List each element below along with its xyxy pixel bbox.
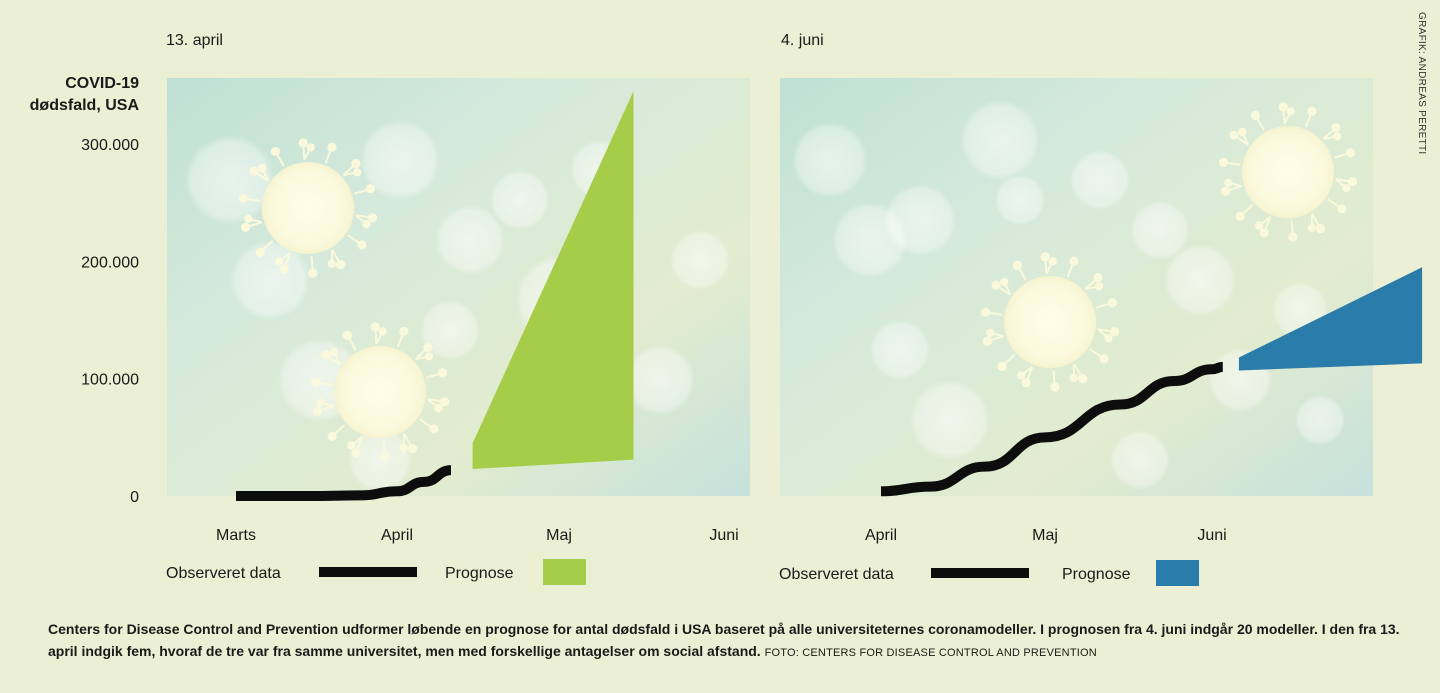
chart-june-marks <box>880 267 1423 497</box>
chart-april-marks <box>236 91 634 502</box>
x-tick-label: Marts <box>216 527 256 544</box>
bokeh-circle <box>960 100 1040 180</box>
y-axis-ticks: 0 100.000 200.000 300.000 <box>81 137 139 506</box>
bokeh-circle <box>625 345 695 415</box>
y-tick-label: 200.000 <box>81 254 139 271</box>
bokeh-circle <box>230 240 310 320</box>
y-tick-label: 0 <box>130 489 139 506</box>
bokeh-circle <box>1164 244 1236 316</box>
bokeh-circle <box>185 135 275 225</box>
legend-observed-swatch <box>931 568 1029 578</box>
forecast-band <box>1238 267 1423 371</box>
bokeh-circle <box>1070 150 1130 210</box>
bokeh-circle <box>884 184 956 256</box>
bokeh-circle <box>420 300 480 360</box>
legend-forecast-label: Prognose <box>445 565 514 582</box>
x-tick-label: Maj <box>1032 527 1058 544</box>
legend-april: Observeret data Prognose <box>166 559 586 585</box>
x-tick-label: April <box>381 527 413 544</box>
legend-forecast-label: Prognose <box>1062 566 1131 583</box>
bokeh-circle <box>360 120 440 200</box>
bokeh-circle <box>1295 395 1345 445</box>
graphic-credit: GRAFIK: ANDREAS PERETTI <box>1416 12 1427 155</box>
bokeh-circle <box>490 170 550 230</box>
y-axis-title-line2: dødsfald, USA <box>29 97 139 114</box>
bokeh-circle <box>670 230 730 290</box>
legend-june: Observeret data Prognose <box>779 560 1199 586</box>
x-tick-label: Juni <box>1197 527 1226 544</box>
caption-text: Centers for Disease Control and Preventi… <box>48 621 1400 659</box>
y-axis-title: COVID-19 dødsfald, USA <box>20 73 139 117</box>
virus-illustration <box>310 322 450 462</box>
observed-data-line <box>880 361 1224 497</box>
legend-observed-label: Observeret data <box>779 566 894 583</box>
bokeh-circle <box>995 175 1045 225</box>
bokeh-circle <box>1130 200 1190 260</box>
x-tick-label: Juni <box>709 527 738 544</box>
bokeh-circle <box>870 320 930 380</box>
observed-data-line <box>236 465 452 502</box>
legend-observed-swatch <box>319 567 417 577</box>
y-tick-label: 300.000 <box>81 137 139 154</box>
x-tick-label: Maj <box>546 527 572 544</box>
caption-source: FOTO: CENTERS FOR DISEASE CONTROL AND PR… <box>764 647 1097 659</box>
virus-illustration <box>1218 102 1358 242</box>
panel-june-illustration <box>792 100 1358 490</box>
bokeh-circle <box>910 380 990 460</box>
bokeh-circle <box>348 428 412 492</box>
bokeh-circle <box>1110 430 1170 490</box>
caption: Centers for Disease Control and Preventi… <box>48 618 1408 664</box>
bokeh-circle <box>792 122 868 198</box>
x-axis-ticks-april: Marts April Maj Juni <box>216 527 739 544</box>
chart-title-april: 13. april <box>166 32 223 49</box>
bokeh-circle <box>435 205 505 275</box>
virus-illustration <box>980 252 1120 392</box>
virus-illustration <box>238 138 378 278</box>
chart-title-june: 4. juni <box>781 32 824 49</box>
legend-observed-label: Observeret data <box>166 565 281 582</box>
y-axis-title-line1: COVID-19 <box>65 75 139 92</box>
forecast-band <box>472 91 634 470</box>
x-axis-ticks-june: April Maj Juni <box>865 527 1227 544</box>
legend-forecast-swatch <box>1156 560 1199 586</box>
x-tick-label: April <box>865 527 897 544</box>
y-tick-label: 100.000 <box>81 372 139 389</box>
legend-forecast-swatch <box>543 559 586 585</box>
